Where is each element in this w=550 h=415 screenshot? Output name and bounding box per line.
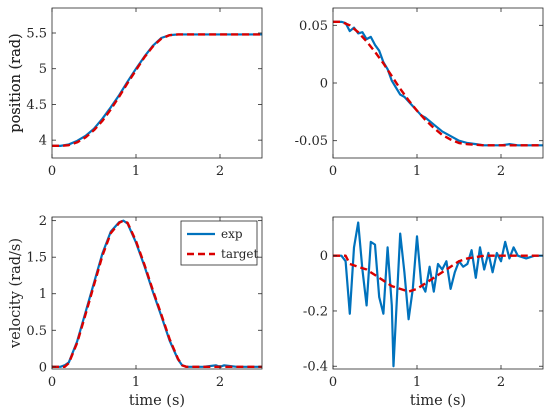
y-axis-label: velocity (rad/s) [8,238,24,349]
series-target-line [333,254,543,293]
y-tick-label: 1 [39,287,47,302]
y-tick-label: 0 [39,360,47,375]
x-tick-label: 0 [329,375,337,390]
y-tick-label: 5.5 [26,27,47,42]
x-tick-label: 1 [132,375,140,390]
x-tick-label: 0 [329,164,337,179]
subplot-4: 0 1 2 -0.4 -0.2 0 time (s) [303,216,544,409]
x-tick-label: 2 [216,375,224,390]
subplot-3: 0 1 2 0 0.5 1 1.5 2 velocity (rad/s) time (s) exp t… [8,214,263,409]
x-tick-label: 1 [132,164,140,179]
y-tick-label: 0.05 [299,19,328,34]
y-tick-label: 5 [39,62,47,77]
legend-label-target: target [221,247,258,261]
y-tick-label: 4.5 [26,98,47,113]
axes-frame [332,216,544,370]
series-target-line [52,33,262,148]
x-tick-label: 1 [413,375,421,390]
axes-frame [51,7,263,159]
x-tick-label: 2 [497,164,505,179]
series-target-line [52,219,262,369]
series-exp-line [52,33,262,147]
y-tick-label: 0 [320,77,328,92]
axes-frame [51,216,263,370]
y-tick-label: -0.05 [295,134,328,149]
y-tick-label: 2 [39,214,47,229]
x-tick-label: 2 [216,164,224,179]
legend: exp target [180,220,258,266]
legend-label-exp: exp [221,227,243,241]
y-tick-label: 1.5 [26,251,47,266]
y-axis-label: position (rad) [8,33,24,132]
series-exp-line [333,221,543,368]
x-axis-label: time (s) [410,393,466,409]
legend-box [180,220,258,266]
x-tick-label: 0 [48,164,56,179]
x-axis-label: time (s) [129,393,185,409]
x-tick-label: 1 [413,164,421,179]
y-axis-label: position (rad) [8,33,24,132]
axes-frame [332,7,544,159]
y-tick-label: 0 [320,249,328,264]
x-tick-label: 2 [497,375,505,390]
y-tick-label: 4 [39,134,47,149]
y-tick-label: -0.4 [303,360,328,375]
x-tick-label: 0 [48,375,56,390]
y-tick-label: 0.5 [26,324,47,339]
series-target-line [333,20,543,147]
y-tick-label: -0.2 [303,304,328,319]
